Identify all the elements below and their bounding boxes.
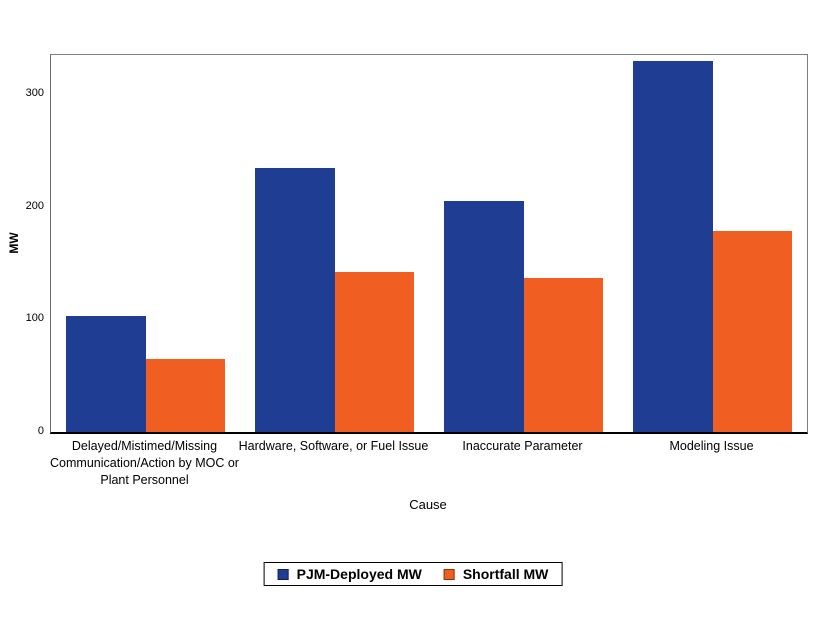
legend: PJM-Deployed MW Shortfall MW [263,562,563,586]
bar-shortfall-0 [145,358,225,432]
plot-area [50,54,808,434]
pjm-deployed-swatch-icon [277,568,289,580]
x-axis-title: Cause [409,497,447,512]
x-category-label-3: Modeling Issue [669,439,754,453]
shortfall-swatch-icon [443,568,455,580]
x-category-label-1: Hardware, Software, or Fuel Issue [238,439,429,453]
bar-pjm-deployed-2 [444,201,524,432]
y-tick-label-200: 200 [25,199,44,212]
bar-pjm-deployed-1 [255,167,335,432]
y-axis-title: MW [7,232,21,254]
x-category-label-2: Inaccurate Parameter [462,439,583,453]
legend-label-shortfall: Shortfall MW [462,566,549,582]
legend-label-pjm-deployed: PJM-Deployed MW [296,566,422,582]
legend-item-shortfall: Shortfall MW [443,566,549,582]
y-tick-label-100: 100 [25,312,44,325]
y-tick-label-0: 0 [37,425,44,437]
legend-item-pjm-deployed: PJM-Deployed MW [277,566,422,582]
y-tick-label-300: 300 [25,87,44,100]
x-category-label-0: Delayed/Mistimed/Missing Communication/A… [50,439,239,487]
bar-pjm-deployed-3 [633,60,713,432]
bar-shortfall-2 [523,277,603,432]
bar-shortfall-1 [334,272,414,432]
bar-shortfall-3 [712,230,792,432]
bar-pjm-deployed-0 [66,316,146,432]
